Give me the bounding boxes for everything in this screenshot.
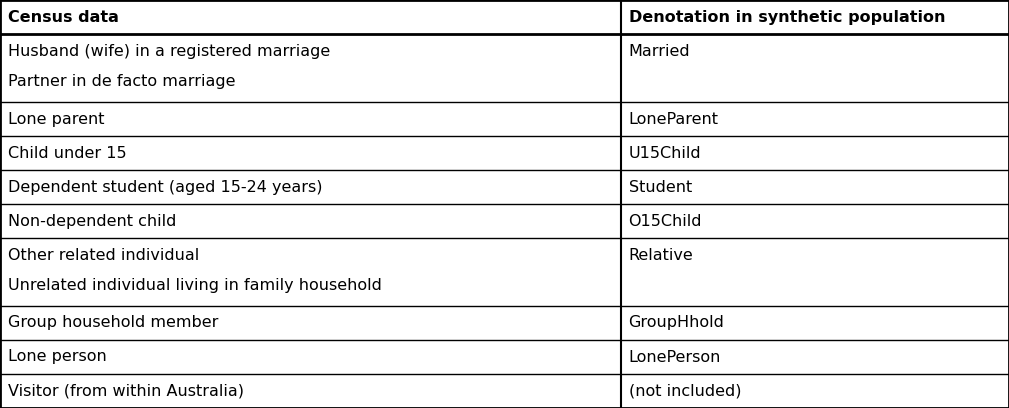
Text: Dependent student (aged 15-24 years): Dependent student (aged 15-24 years) <box>8 180 323 195</box>
Text: Relative: Relative <box>629 248 693 263</box>
Text: Unrelated individual living in family household: Unrelated individual living in family ho… <box>8 278 382 293</box>
Text: Child under 15: Child under 15 <box>8 146 127 160</box>
Text: Other related individual: Other related individual <box>8 248 200 263</box>
Text: Lone parent: Lone parent <box>8 111 105 126</box>
Text: Census data: Census data <box>8 9 119 24</box>
Text: Non-dependent child: Non-dependent child <box>8 213 177 228</box>
Text: Group household member: Group household member <box>8 315 218 330</box>
Text: LoneParent: LoneParent <box>629 111 718 126</box>
Text: Married: Married <box>629 44 690 59</box>
Text: Visitor (from within Australia): Visitor (from within Australia) <box>8 384 244 399</box>
Text: U15Child: U15Child <box>629 146 701 160</box>
Text: Husband (wife) in a registered marriage: Husband (wife) in a registered marriage <box>8 44 330 59</box>
Text: Partner in de facto marriage: Partner in de facto marriage <box>8 74 235 89</box>
Text: (not included): (not included) <box>629 384 741 399</box>
Text: GroupHhold: GroupHhold <box>629 315 724 330</box>
Text: Student: Student <box>629 180 692 195</box>
Text: O15Child: O15Child <box>629 213 702 228</box>
Text: Denotation in synthetic population: Denotation in synthetic population <box>629 9 945 24</box>
Text: LonePerson: LonePerson <box>629 350 721 364</box>
Text: Lone person: Lone person <box>8 350 107 364</box>
